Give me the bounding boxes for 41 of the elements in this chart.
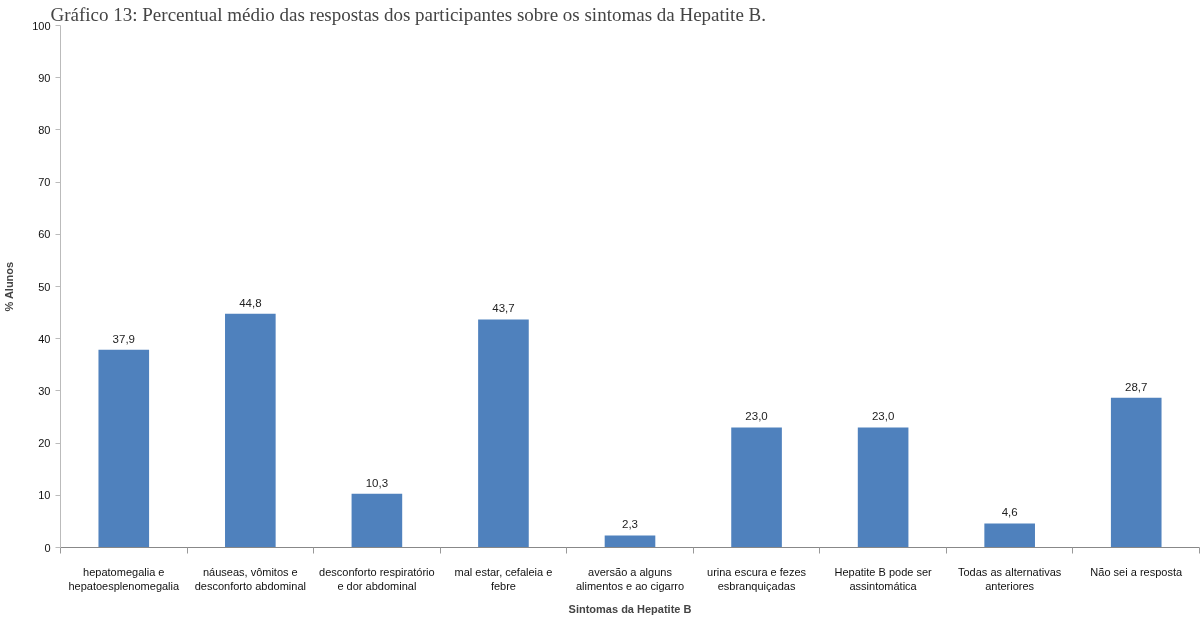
data-label: 2,3 — [622, 518, 639, 531]
y-tick-label: 60 — [38, 228, 51, 241]
bar — [857, 427, 909, 548]
y-tick-label: 70 — [38, 176, 51, 189]
x-tick-label: mal estar, cefaleia e febre — [454, 565, 553, 592]
data-label: 23,0 — [871, 410, 895, 423]
data-label: 4,6 — [1001, 506, 1018, 519]
x-axis-title: Sintomas da Hepatite B — [568, 602, 692, 615]
data-label: 44,8 — [239, 296, 262, 309]
data-label: 10,3 — [365, 476, 389, 489]
bar — [478, 319, 529, 548]
bar — [351, 493, 403, 548]
bar — [98, 349, 150, 548]
y-tick-label: 90 — [38, 71, 51, 84]
y-tick-label: 40 — [38, 332, 51, 345]
chart-title: Gráfico 13: Percentual médio das respostas dos participantes sobre os sintomas da Hepatite B. — [50, 3, 766, 25]
data-label: 37,9 — [112, 332, 135, 345]
y-tick-label: 0 — [44, 541, 51, 554]
y-tick-label: 100 — [32, 19, 51, 32]
x-tick-label: aversão a alguns alimentos e ao cigarro — [575, 565, 685, 592]
data-label: 28,7 — [1125, 380, 1148, 393]
x-tick-label: Não sei a resposta — [1090, 565, 1183, 578]
bar — [225, 313, 276, 548]
bar — [984, 523, 1035, 548]
x-tick-label: hepatomegalia e hepatoesplenomegalia — [68, 565, 181, 592]
data-label: 43,7 — [492, 302, 515, 315]
x-tick-label: Todas as alternativas anteriores — [958, 565, 1062, 592]
bar — [731, 427, 782, 548]
x-tick-label: urina escura e fezes esbranquiçadas — [707, 565, 807, 592]
y-tick-label: 20 — [38, 437, 51, 450]
x-tick-label: desconforto respiratório e dor abdominal — [319, 565, 435, 592]
data-label: 23,0 — [745, 410, 768, 423]
bar — [1110, 397, 1162, 548]
y-tick-label: 30 — [38, 384, 51, 397]
y-axis-title: % Alunos — [3, 261, 16, 312]
y-tick-label: 80 — [38, 123, 51, 136]
y-tick-label: 50 — [38, 280, 51, 293]
x-tick-label: Hepatite B pode ser assintomática — [834, 565, 933, 592]
x-tick-label: náuseas, vômitos e desconforto abdominal — [194, 565, 306, 592]
y-tick-label: 10 — [38, 489, 51, 502]
bar — [604, 535, 656, 548]
